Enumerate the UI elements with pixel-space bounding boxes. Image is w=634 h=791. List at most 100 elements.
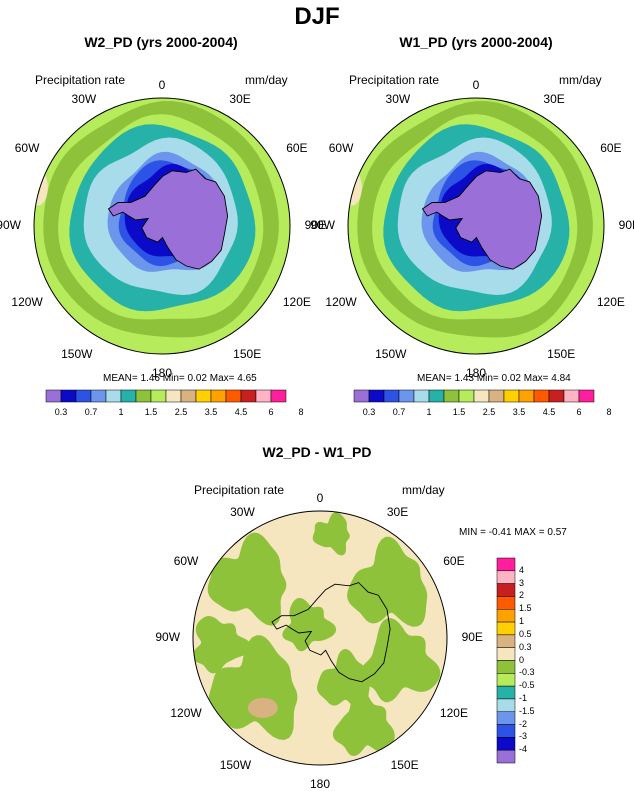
diff-colorbar-box xyxy=(496,737,516,751)
diff-colorbar-box xyxy=(496,634,516,648)
panel-3-title: W2_PD - W1_PD xyxy=(262,444,372,460)
panel-2-lon-label: 30W xyxy=(385,92,411,106)
panel-3-lon-label: 30W xyxy=(230,504,255,519)
panel-2-colorbar-box xyxy=(458,389,475,403)
panel-1-lon-label: 150E xyxy=(233,346,262,361)
panel-2-colorbar-box xyxy=(428,389,445,403)
map-p2 xyxy=(348,98,604,354)
panel-1-colorbar-box xyxy=(255,389,272,403)
diff-colorbar-box xyxy=(496,749,516,764)
band-minus-0.3-0 xyxy=(193,616,252,674)
map-p1 xyxy=(34,98,290,354)
diff-colorbar-tick: 0.3 xyxy=(519,641,532,652)
panel-3-lon-label: 120E xyxy=(439,706,468,721)
panel-1-mean-label: MEAN= xyxy=(103,373,138,384)
band-minus-0.3-0 xyxy=(347,536,428,627)
panel-1-variable-label: Precipitation rate xyxy=(35,73,126,87)
panel-3-lon-label: 60E xyxy=(443,553,465,568)
panel-1-colorbar-tick: 6 xyxy=(268,407,274,417)
band-4-4.5 xyxy=(34,178,41,197)
panel-3-lon-label: 120W xyxy=(170,706,202,721)
diff-colorbar-box xyxy=(496,685,516,700)
panel-1-lon-label: 180 xyxy=(151,366,173,381)
page-title: DJF xyxy=(294,3,340,30)
panel-2-lon-label: 150E xyxy=(547,346,576,361)
diff-colorbar-box xyxy=(496,557,516,572)
diff-colorbar-tick: -0.5 xyxy=(519,680,535,691)
panel-1-colorbar-box xyxy=(195,389,212,403)
diff-colorbar-box xyxy=(496,570,516,584)
panel-2-colorbar-box xyxy=(518,389,535,403)
diff-colorbar-tick: 4 xyxy=(519,564,525,575)
panel-2-lon-label: 180 xyxy=(465,366,487,381)
diff-colorbar-box xyxy=(496,609,516,623)
panel-2-colorbar-box xyxy=(548,389,565,403)
panel-2-lon-label: 0 xyxy=(472,78,480,92)
diff-colorbar-box xyxy=(496,583,516,597)
panel-1-colorbar-box xyxy=(165,389,182,403)
panel-1-lon-label: 30E xyxy=(229,92,251,106)
panel-2-colorbar-tick: 8 xyxy=(606,407,612,417)
panel-3-lon-label: 90W xyxy=(155,630,181,644)
panel-2-colorbar-box xyxy=(413,389,430,403)
band-4-4.5 xyxy=(348,178,355,197)
panel-3-lon-label: 30E xyxy=(386,504,409,519)
coastline xyxy=(107,168,229,270)
diff-colorbar-box xyxy=(496,647,516,661)
panel-2-colorbar-box xyxy=(353,389,370,403)
band-below-0.3 xyxy=(108,169,228,270)
diff-colorbar-box xyxy=(496,673,516,687)
diff-colorbar-tick: -3 xyxy=(519,731,528,742)
band-minus-0.3-0 xyxy=(312,512,350,556)
panel-2-min-value: 0.02 xyxy=(501,373,521,384)
panel-2-max-label: Max= xyxy=(523,373,549,384)
panel-2-colorbar-box xyxy=(578,389,595,403)
panel-1-colorbar-box xyxy=(240,389,257,403)
panel-1-lon-label: 150W xyxy=(61,346,93,361)
panel-1-colorbar-box xyxy=(150,389,167,403)
panel-1-min-value: 0.02 xyxy=(187,373,207,384)
map-border-p2 xyxy=(347,97,605,355)
panel-1-max-value: 4.65 xyxy=(237,373,257,384)
diff-colorbar-tick: 0 xyxy=(519,654,525,665)
panel-2-colorbar-box xyxy=(398,389,415,403)
panel-1-lon-label: 120W xyxy=(11,295,43,309)
panel-1-colorbar-box xyxy=(105,389,122,403)
panel-2-lon-label: 90E xyxy=(618,218,634,232)
panel-1-colorbar-tick: 2.5 xyxy=(174,407,188,417)
panel-1-lon-label: 120E xyxy=(282,295,311,309)
diff-colorbar-tick: 2 xyxy=(519,590,525,601)
panel-2-lon-label: 30E xyxy=(543,92,565,106)
map-border-diff xyxy=(192,510,448,766)
panel-1-colorbar-tick: 4.5 xyxy=(234,407,248,417)
diff-colorbar-tick: -0.3 xyxy=(519,667,535,678)
band-0.3-0.5 xyxy=(247,697,278,718)
diff-colorbar-box xyxy=(496,711,516,725)
diff-colorbar-tick: -1.5 xyxy=(519,705,535,716)
panel-3-variable-label: Precipitation rate xyxy=(194,483,285,497)
panel-1-lon-label: 90W xyxy=(0,218,21,232)
diff-colorbar-tick: -4 xyxy=(519,744,528,755)
panel-1-colorbar-box xyxy=(135,389,152,403)
panel-1-colorbar-tick: 0.7 xyxy=(84,407,98,417)
panel-2-mean-value: 1.43 xyxy=(454,373,474,384)
panel-2-title: W1_PD (yrs 2000-2004) xyxy=(399,34,553,50)
band-minus-0.3-0 xyxy=(282,597,337,652)
panel-2-colorbar-tick: 0.3 xyxy=(362,407,376,417)
band-below-0.3 xyxy=(422,169,542,270)
band-minus-0.3-0 xyxy=(358,618,441,703)
panel-2-lon-label: 120E xyxy=(596,295,625,309)
panel-1-lon-label: 0 xyxy=(158,78,166,92)
panel-1-colorbar-box xyxy=(75,389,92,403)
diff-colorbar-tick: 3 xyxy=(519,577,525,588)
panel-1-min-label: Min= xyxy=(162,373,185,384)
diff-colorbar-tick: -1 xyxy=(519,692,528,703)
panel-2-variable-label: Precipitation rate xyxy=(349,73,440,87)
panel-1-stats: MEAN= 1.46 Min= 0.02 Max= 4.65 xyxy=(103,373,257,384)
panel-2-colorbar-box xyxy=(503,389,520,403)
panel-1-colorbar-tick: 8 xyxy=(298,407,304,417)
panel-1-lon-label: 60E xyxy=(286,141,308,155)
panel-2-lon-label: 120W xyxy=(325,295,357,309)
panel-1-mean-value: 1.46 xyxy=(140,373,160,384)
panel-1-lon-label: 60W xyxy=(14,141,40,155)
